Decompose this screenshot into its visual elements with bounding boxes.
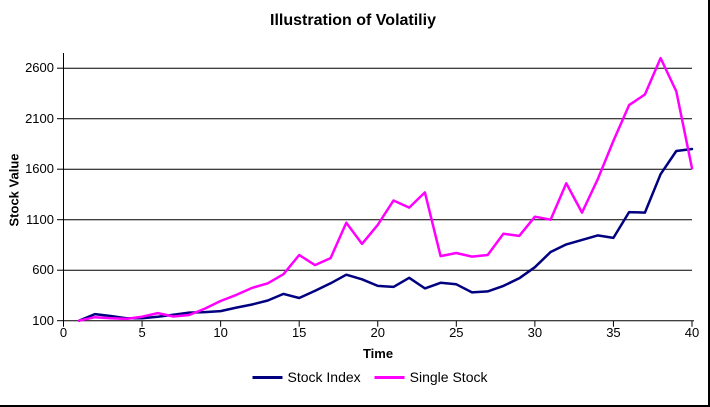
x-tick-label: 25 — [449, 325, 464, 340]
x-tick-label: 5 — [138, 325, 146, 340]
x-tick-label: 15 — [291, 325, 307, 340]
y-tick-label: 1600 — [25, 161, 54, 177]
legend-item-stock-index: Stock Index — [252, 369, 361, 385]
y-tick-label: 2100 — [25, 110, 54, 126]
chart-legend: Stock Index Single Stock — [252, 369, 488, 385]
y-tick-label: 600 — [32, 262, 54, 278]
y-tick-label: 2600 — [25, 60, 54, 76]
y-tick-label: 1100 — [26, 211, 54, 227]
series-line-stock-index — [77, 147, 694, 322]
y-tick-label: 100 — [32, 312, 54, 328]
x-tick-label: 40 — [684, 325, 700, 340]
stock-index-line-swatch — [252, 375, 283, 379]
x-tick-label: 30 — [527, 325, 543, 340]
legend-item-single-stock: Single Stock — [374, 369, 488, 385]
x-tick-label: 0 — [59, 325, 68, 340]
series-line-single-stock — [77, 56, 694, 322]
legend-label-single-stock: Single Stock — [409, 369, 488, 385]
x-tick-label: 10 — [213, 325, 228, 340]
x-axis-title: Time — [362, 346, 394, 361]
single-stock-line-swatch — [374, 375, 405, 379]
x-tick-label: 35 — [606, 325, 621, 340]
chart-title: Illustration of Volatiliy — [270, 12, 436, 29]
x-tick-label: 20 — [370, 325, 385, 340]
legend-label-stock-index: Stock Index — [287, 369, 361, 385]
